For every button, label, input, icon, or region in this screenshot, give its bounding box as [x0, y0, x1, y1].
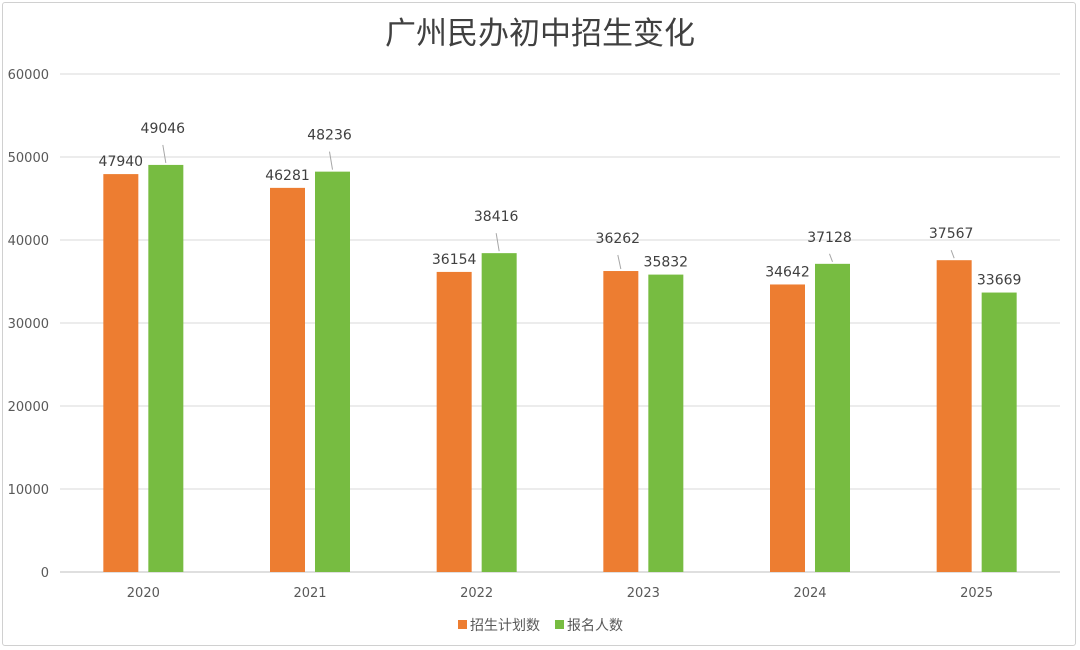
bar-applicants-2021: [315, 171, 350, 572]
bar-applicants-2022: [481, 253, 517, 572]
data-label-applicants-2020: 49046: [141, 121, 186, 137]
y-tick-label-20000: 20000: [8, 400, 49, 415]
data-label-plan-2022: 36154: [432, 252, 477, 268]
bar-plan-2023: [603, 271, 639, 572]
x-tick-label-2020: 2020: [127, 586, 160, 601]
x-axis: 2020 2021 2022 2023 2024 2025: [127, 586, 993, 601]
x-tick-label-2023: 2023: [627, 586, 660, 601]
bar-applicants-2025: [981, 292, 1017, 572]
leader-line-applicants-2022: [495, 233, 500, 252]
data-label-plan-2023: 36262: [596, 231, 641, 247]
data-label-applicants-2025: 33669: [977, 273, 1022, 289]
bars: [103, 164, 1017, 572]
leader-line-plan-2025: [950, 250, 955, 259]
x-tick-label-2021: 2021: [293, 586, 326, 601]
legend-swatch-applicants: [555, 620, 564, 629]
data-label-applicants-2023: 35832: [644, 255, 689, 271]
data-label-applicants-2024: 37128: [807, 230, 852, 246]
x-tick-label-2025: 2025: [960, 586, 993, 601]
bar-plan-2020: [103, 174, 139, 572]
y-tick-label-30000: 30000: [8, 317, 49, 332]
x-tick-label-2024: 2024: [793, 586, 826, 601]
data-label-plan-2021: 46281: [265, 168, 310, 184]
legend-label-applicants: 报名人数: [567, 618, 623, 634]
data-labels: 47940 49046 46281 48236 36154 38416 3626235832…: [99, 121, 1022, 289]
data-label-applicants-2021: 48236: [307, 128, 352, 144]
y-tick-label-50000: 50000: [8, 151, 49, 166]
y-axis: 0 10000 20000 30000 40000 50000 60000: [8, 68, 49, 581]
gridlines: [60, 73, 1060, 573]
bar-applicants-2024: [815, 263, 850, 572]
legend: 招生计划数 报名人数: [458, 618, 623, 634]
legend-swatch-plan: [458, 620, 467, 629]
y-tick-label-60000: 60000: [8, 68, 49, 83]
data-label-plan-2025: 37567: [929, 226, 974, 242]
leader-line-plan-2023: [617, 254, 622, 270]
leader-line-applicants-2024: [829, 253, 833, 263]
y-tick-label-10000: 10000: [8, 483, 49, 498]
y-tick-label-40000: 40000: [8, 234, 49, 249]
bar-applicants-2023: [648, 274, 684, 572]
legend-label-plan: 招生计划数: [470, 618, 540, 634]
data-label-applicants-2022: 38416: [474, 209, 519, 225]
bar-plan-2021: [270, 187, 305, 572]
leader-line-applicants-2021: [329, 151, 333, 170]
leader-line-applicants-2020: [162, 144, 167, 164]
bar-applicants-2020: [148, 164, 184, 572]
chart-title: 广州民办初中招生变化: [385, 16, 695, 52]
data-label-plan-2024: 34642: [765, 264, 810, 280]
data-label-plan-2020: 47940: [99, 154, 144, 170]
bar-plan-2024: [770, 284, 805, 572]
bar-plan-2025: [936, 260, 972, 572]
y-tick-label-0: 0: [41, 566, 49, 581]
x-tick-label-2022: 2022: [460, 586, 493, 601]
bar-plan-2022: [436, 271, 472, 572]
